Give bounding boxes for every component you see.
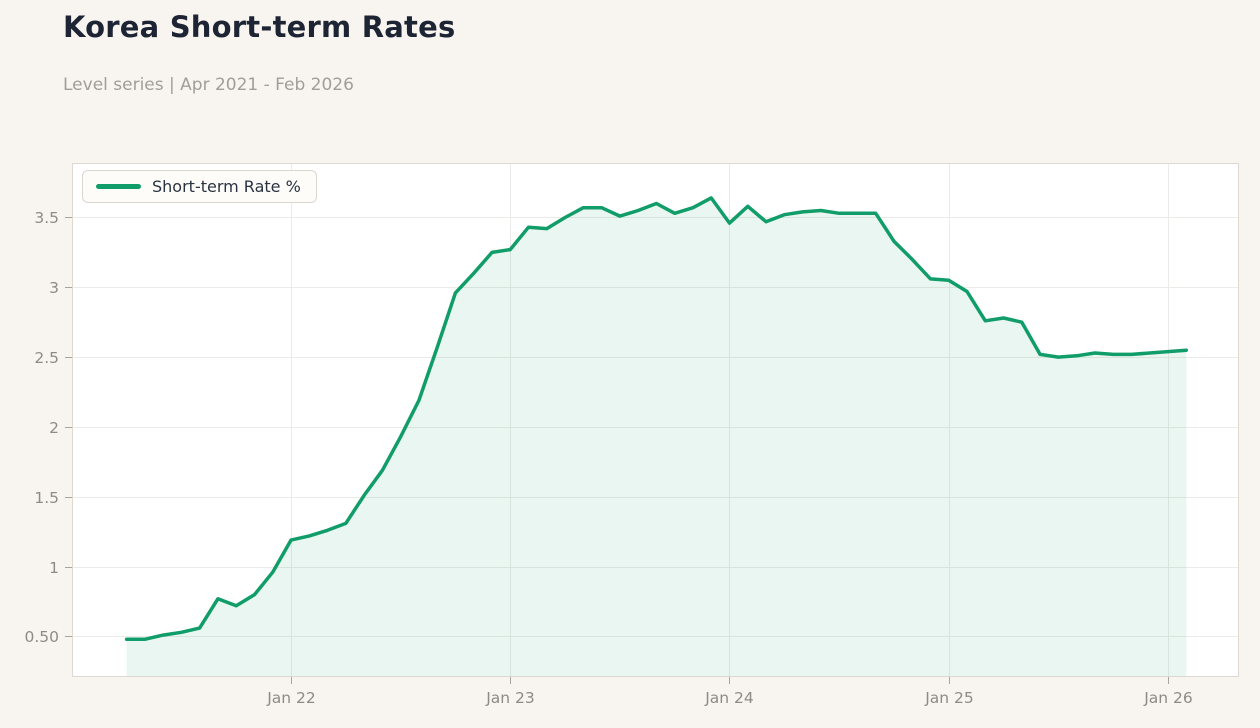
y-tick-label: 3 <box>49 279 59 297</box>
y-tick-label: 0.50 <box>24 628 59 646</box>
legend-series-label: Short-term Rate % <box>152 177 301 196</box>
y-tick-label: 2 <box>49 419 59 437</box>
legend: Short-term Rate % <box>82 170 317 203</box>
y-tick-label: 1 <box>49 559 59 577</box>
plot-border <box>72 163 1239 677</box>
x-tick-label: Jan 22 <box>266 689 316 707</box>
y-tick-label: 2.5 <box>34 349 59 367</box>
x-tick-label: Jan 25 <box>924 689 974 707</box>
y-tick-label: 1.5 <box>34 489 59 507</box>
rate-area-chart: 0.50 1 1.5 2 2.5 3 3.5 Jan 22 Jan 23 Jan 24 Jan 25… <box>24 163 1239 707</box>
rate-area-fill <box>126 197 1187 677</box>
page-title: Korea Short-term Rates <box>63 10 456 44</box>
legend-line-swatch <box>96 184 141 189</box>
page-subtitle: Level series | Apr 2021 - Feb 2026 <box>63 75 354 95</box>
y-tick-label: 3.5 <box>34 209 59 227</box>
x-tick-label: Jan 23 <box>485 689 535 707</box>
rate-line <box>124 196 1189 642</box>
x-tick-label: Jan 24 <box>704 689 754 707</box>
x-tick-label: Jan 26 <box>1143 689 1193 707</box>
plot-area <box>72 163 1239 677</box>
